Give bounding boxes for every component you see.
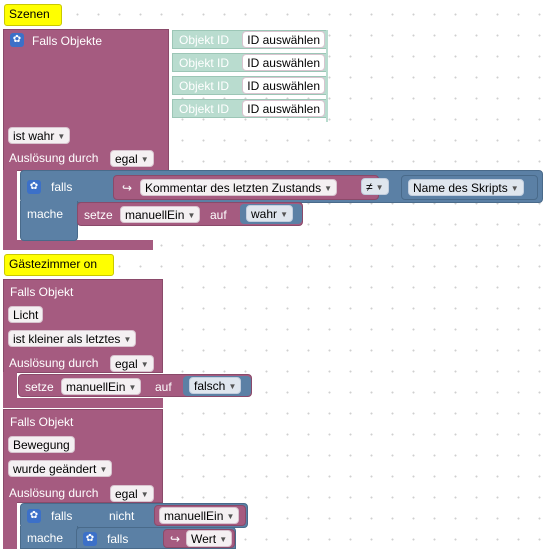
arrow-icon: ↪: [122, 181, 133, 195]
var-dropdown[interactable]: manuellEin ▼: [61, 378, 142, 395]
object-id-tag[interactable]: Objekt ID ID auswählen: [172, 53, 327, 72]
object-dropdown[interactable]: Licht: [8, 306, 44, 323]
value-getter-block[interactable]: ↪ Wert ▼: [163, 529, 235, 548]
trigger-block-lower: Auslösung durch egal ▼: [3, 146, 169, 171]
trigger-label: Auslösung durch: [9, 486, 99, 500]
condition-dropdown[interactable]: ist kleiner als letztes ▼: [8, 330, 137, 347]
not-label: nicht: [109, 509, 135, 523]
object-dropdown[interactable]: Bewegung: [8, 436, 75, 453]
trigger-block-spine: [3, 372, 17, 404]
value-dropdown[interactable]: Wert ▼: [186, 530, 233, 547]
condition-dropdown[interactable]: ist wahr ▼: [8, 127, 71, 144]
trigger-block-foot: [3, 240, 153, 250]
if-block[interactable]: ✿ falls nicht manuellEin ▼: [20, 503, 248, 528]
inner-if-block[interactable]: ✿ falls ↪ Wert ▼: [76, 527, 236, 549]
trigger-block-object[interactable]: Falls Objekt Bewegung wurde geändert ▼ Au…: [3, 409, 163, 503]
object-tags-background: [326, 30, 328, 122]
trigger-dropdown[interactable]: egal ▼: [110, 150, 154, 167]
arrow-icon: ↪: [170, 532, 181, 546]
var-dropdown[interactable]: manuellEin ▼: [120, 206, 201, 223]
comment-field-dropdown[interactable]: Kommentar des letzten Zustands ▼: [140, 179, 338, 196]
comment-text: Szenen: [9, 7, 50, 21]
gear-icon[interactable]: ✿: [27, 180, 41, 194]
comment-szenen[interactable]: Szenen: [4, 4, 62, 26]
id-select-dropdown[interactable]: ID auswählen: [242, 31, 325, 48]
if-label: falls: [107, 532, 129, 546]
id-select-dropdown[interactable]: ID auswählen: [242, 100, 325, 117]
do-block: mache: [20, 526, 78, 549]
do-label: mache: [27, 531, 64, 545]
set-label: setze: [25, 380, 54, 394]
script-name-dropdown[interactable]: Name des Skripts ▼: [408, 179, 524, 196]
bool-dropdown[interactable]: wahr ▼: [246, 205, 294, 222]
condition-dropdown[interactable]: wurde geändert ▼: [8, 460, 113, 477]
bool-dropdown[interactable]: falsch ▼: [189, 377, 242, 394]
header-label: Falls Objekt: [10, 415, 74, 429]
bool-block[interactable]: falsch ▼: [183, 376, 251, 396]
gear-icon[interactable]: ✿: [83, 532, 97, 546]
set-label: setze: [84, 208, 113, 222]
do-label: mache: [27, 207, 64, 221]
script-name-block[interactable]: Name des Skripts ▼: [401, 175, 538, 200]
id-select-dropdown[interactable]: ID auswählen: [242, 54, 325, 71]
do-block: mache: [20, 201, 78, 241]
object-id-tag[interactable]: Objekt ID ID auswählen: [172, 99, 327, 118]
gear-icon[interactable]: ✿: [10, 33, 24, 47]
header-label: Falls Objekte: [32, 34, 103, 48]
trigger-block-spine: [3, 170, 17, 250]
header-label: Falls Objekt: [10, 285, 74, 299]
trigger-block-objects[interactable]: ✿ Falls Objekte ist wahr ▼: [3, 29, 169, 149]
gear-icon[interactable]: ✿: [27, 509, 41, 523]
object-id-tag[interactable]: Objekt ID ID auswählen: [172, 30, 327, 49]
bool-block[interactable]: wahr ▼: [240, 204, 302, 224]
if-block[interactable]: ✿ falls ↪ Kommentar des letzten Zustands…: [20, 170, 543, 203]
var-dropdown[interactable]: manuellEin ▼: [159, 507, 240, 524]
comment-gaestezimmer[interactable]: Gästezimmer on: [4, 254, 114, 276]
if-label: falls: [51, 509, 73, 523]
operator-dropdown[interactable]: ≠ ▼: [361, 178, 389, 195]
trigger-block-foot: [3, 398, 163, 408]
id-select-dropdown[interactable]: ID auswählen: [242, 77, 325, 94]
trigger-label: Auslösung durch: [9, 151, 99, 165]
object-id-tag[interactable]: Objekt ID ID auswählen: [172, 76, 327, 95]
if-label: falls: [51, 180, 73, 194]
trigger-dropdown[interactable]: egal ▼: [110, 355, 154, 372]
var-getter-block[interactable]: manuellEin ▼: [154, 505, 246, 526]
trigger-block-object[interactable]: Falls Objekt Licht ist kleiner als letzt…: [3, 279, 163, 373]
trigger-dropdown[interactable]: egal ▼: [110, 485, 154, 502]
set-var-block[interactable]: setze manuellEin ▼ auf falsch ▼: [18, 374, 252, 397]
trigger-block-spine: [3, 500, 17, 549]
comment-text: Gästezimmer on: [9, 257, 98, 271]
trigger-label: Auslösung durch: [9, 356, 99, 370]
to-label: auf: [155, 380, 172, 394]
set-var-block[interactable]: setze manuellEin ▼ auf wahr ▼: [77, 202, 303, 226]
comment-getter-block[interactable]: ↪ Kommentar des letzten Zustands ▼: [113, 175, 379, 200]
to-label: auf: [210, 208, 227, 222]
